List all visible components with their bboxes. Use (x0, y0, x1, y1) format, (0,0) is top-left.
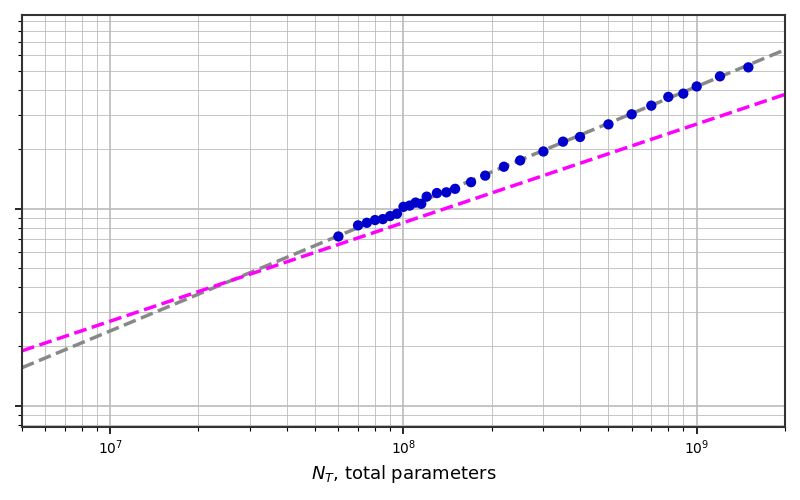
Point (449, 185, 462, 193)
Point (415, 200, 428, 208)
Point (410, 198, 422, 206)
Point (602, 120, 615, 128)
Point (397, 203, 410, 211)
Point (714, 72, 726, 80)
Point (420, 192, 433, 200)
Point (677, 90, 690, 98)
Point (645, 102, 658, 110)
Point (557, 138, 570, 145)
Point (574, 133, 586, 141)
Point (465, 178, 478, 186)
Point (352, 222, 365, 230)
Point (403, 202, 416, 209)
Point (376, 215, 389, 223)
Point (479, 172, 492, 179)
Point (626, 110, 638, 118)
Point (390, 210, 403, 218)
Point (498, 162, 510, 170)
Point (430, 189, 443, 197)
Point (361, 219, 374, 227)
Point (690, 82, 703, 90)
Point (742, 64, 754, 72)
X-axis label: $N_T$, total parameters: $N_T$, total parameters (310, 463, 496, 485)
Point (384, 212, 397, 220)
Point (369, 216, 382, 224)
Point (514, 156, 526, 164)
Point (662, 93, 674, 101)
Point (332, 232, 345, 240)
Point (440, 188, 453, 196)
Point (537, 148, 550, 156)
